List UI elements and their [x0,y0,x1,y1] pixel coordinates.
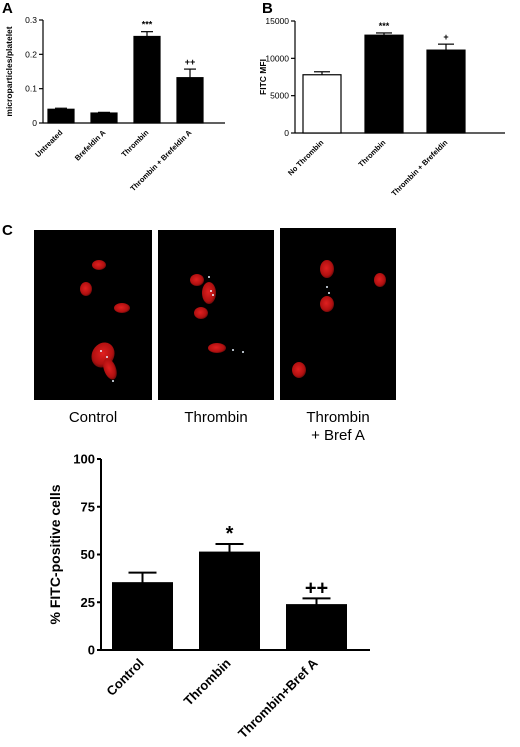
category-label: Untreated [33,128,64,159]
significance-label: ++ [185,57,196,67]
category-label: Control [103,656,146,699]
y-tick-label: 5000 [270,91,289,101]
fitc-spark [106,356,108,358]
micrograph-caption-control: Control [34,409,152,427]
y-tick-label: 0.3 [25,15,37,25]
micrograph-caption-thrombin: Thrombin [158,409,274,427]
fitc-spark [328,292,330,294]
fitc-spark [100,350,102,352]
y-tick-label: 0.2 [25,49,37,59]
category-label: Thrombin + Brefeldin [390,138,450,198]
bar [364,34,404,134]
red-cell [100,356,120,382]
y-tick-label: 0.1 [25,84,37,94]
fitc-spark [210,290,212,292]
red-cell [202,282,216,304]
bar [47,108,75,124]
bar [302,74,342,134]
bar [90,112,118,124]
category-label: Thrombin+Bref A [235,655,321,741]
y-tick-label: 75 [81,499,95,514]
y-tick-label: 0 [88,643,95,658]
micrograph-thrombin-bref-a [280,228,396,400]
bar [133,35,161,124]
category-label: Thrombin [120,128,151,159]
fitc-spark [242,351,244,353]
panel-letter-b: B [262,0,273,17]
panel-letter-c: C [2,222,13,239]
y-tick-label: 100 [73,452,95,467]
caption-line: Thrombin [306,409,370,426]
bar [112,582,173,652]
category-label: No Thrombin [286,138,326,178]
significance-label: *** [142,20,153,30]
red-cell [190,274,204,286]
red-cell [208,343,226,353]
fitc-spark [208,276,210,278]
y-axis-label: FITC MFI [258,59,268,95]
y-axis-label: microparticles/platelet [4,26,14,116]
red-cell [80,282,92,296]
y-tick-label: 0 [32,118,37,128]
bar [426,49,466,134]
y-tick-label: 15000 [265,16,289,26]
fitc-spark [326,286,328,288]
red-cell [320,296,334,312]
caption-line: + Bref A [311,427,365,444]
red-cell [92,260,106,270]
category-label: Brefeldin A [73,128,108,163]
red-cell [374,273,386,287]
panel-letter-a: A [2,0,13,17]
significance-label: ++ [305,577,328,599]
y-axis-label: % FITC-positive cells [47,484,63,624]
micrograph-thrombin [158,230,274,400]
caption-line: Control [68,409,118,426]
micrograph-control [34,230,152,400]
bar [199,551,260,652]
micrograph-caption-thrombin-bref-a: Thrombin + Bref A [280,409,396,445]
caption-line: Thrombin [184,409,248,426]
fitc-spark [212,294,214,296]
category-label: Thrombin [181,655,234,708]
red-cell [114,303,130,313]
y-tick-label: 10000 [265,53,289,63]
red-cell [320,260,334,278]
y-tick-label: 0 [284,128,289,138]
fitc-spark [112,380,114,382]
red-cell [194,307,208,319]
fitc-spark [232,349,234,351]
y-tick-label: 25 [81,595,95,610]
bar [286,604,347,651]
bar [176,77,204,124]
significance-label: * [226,523,234,545]
category-label: Thrombin [357,138,388,169]
significance-label: + [443,32,448,42]
red-cell [292,362,306,378]
y-tick-label: 50 [81,547,95,562]
significance-label: *** [379,21,390,31]
